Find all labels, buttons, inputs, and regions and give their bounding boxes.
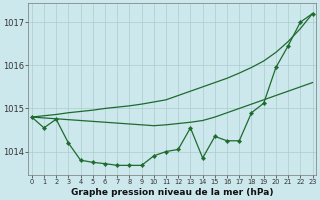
X-axis label: Graphe pression niveau de la mer (hPa): Graphe pression niveau de la mer (hPa) — [71, 188, 273, 197]
